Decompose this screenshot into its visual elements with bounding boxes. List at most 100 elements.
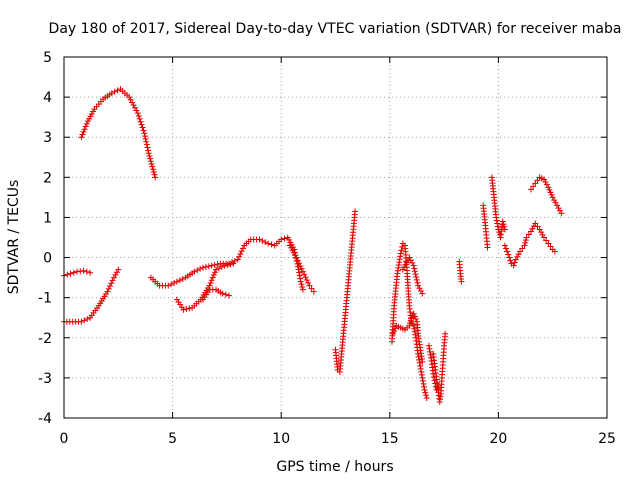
data-point xyxy=(87,269,94,276)
series-arc-a xyxy=(78,86,159,181)
data-point xyxy=(296,260,303,267)
data-point xyxy=(411,265,418,272)
data-point xyxy=(412,316,419,323)
grid xyxy=(64,57,607,418)
data-point xyxy=(514,253,521,260)
data-point xyxy=(501,242,508,249)
data-point xyxy=(435,382,442,389)
data-point xyxy=(197,265,204,272)
data-point xyxy=(430,370,437,377)
y-tick-label: 3 xyxy=(43,130,52,146)
data-point xyxy=(418,368,425,375)
series-arc-r xyxy=(527,174,565,217)
data-point xyxy=(529,225,536,232)
data-point xyxy=(303,277,310,284)
data-point xyxy=(421,383,428,390)
data-point xyxy=(505,251,512,258)
data-point xyxy=(78,318,85,325)
data-point xyxy=(296,269,303,276)
data-point xyxy=(129,99,136,106)
data-point xyxy=(352,208,359,215)
data-point xyxy=(219,290,226,297)
data-point xyxy=(416,359,423,366)
data-point xyxy=(259,237,266,244)
series-arc-k xyxy=(399,254,426,297)
series-arc-p xyxy=(488,174,508,241)
data-point xyxy=(239,245,246,252)
data-point xyxy=(545,184,552,191)
data-point xyxy=(64,271,71,278)
data-point xyxy=(534,177,541,184)
series-arc-e xyxy=(173,260,237,313)
data-point xyxy=(409,259,416,266)
data-point xyxy=(147,158,154,165)
data-point xyxy=(226,292,233,299)
data-point xyxy=(295,266,302,273)
data-point xyxy=(419,290,426,297)
data-point xyxy=(493,217,500,224)
data-point xyxy=(141,133,148,140)
data-point xyxy=(430,374,437,381)
series-arc-m xyxy=(425,342,442,393)
data-point xyxy=(67,270,74,277)
data-point xyxy=(81,317,88,324)
data-point xyxy=(413,276,420,283)
data-point xyxy=(208,277,215,284)
data-point xyxy=(115,266,122,273)
data-point xyxy=(238,248,245,255)
data-point xyxy=(411,328,418,335)
data-point xyxy=(415,282,422,289)
data-point xyxy=(78,134,85,141)
data-point xyxy=(150,166,157,173)
data-point xyxy=(134,110,141,117)
data-point xyxy=(297,278,304,285)
data-point xyxy=(530,183,537,190)
y-tick-label: 2 xyxy=(43,170,52,186)
data-point xyxy=(141,130,148,137)
ticks: 0 5 10 15 20 25 -4 -3 -2 -1 0 1 2 3 4 5 xyxy=(38,50,616,447)
data-point xyxy=(504,248,511,255)
series-arc-h xyxy=(332,208,359,375)
data-point xyxy=(522,239,529,246)
y-tick-label: -2 xyxy=(38,331,52,347)
data-point xyxy=(227,261,234,268)
data-point xyxy=(414,279,421,286)
data-point xyxy=(547,189,554,196)
data-point xyxy=(397,250,404,257)
data-point xyxy=(406,322,413,329)
data-point xyxy=(297,262,304,269)
data-point xyxy=(165,282,172,289)
data-point xyxy=(546,186,553,193)
data-point xyxy=(501,226,508,233)
data-point xyxy=(426,345,433,352)
data-point xyxy=(208,262,215,269)
data-point xyxy=(416,285,423,292)
data-point xyxy=(421,386,428,393)
data-point xyxy=(510,262,517,269)
data-point xyxy=(213,266,220,273)
data-point xyxy=(126,94,133,101)
data-point xyxy=(411,268,418,275)
series-arc-d xyxy=(147,234,306,293)
data-point xyxy=(231,257,238,264)
data-point xyxy=(211,269,218,276)
data-point xyxy=(512,256,519,263)
data-point xyxy=(144,144,151,151)
data-point xyxy=(105,285,112,292)
data-point xyxy=(552,199,559,206)
data-point xyxy=(139,124,146,131)
data-point xyxy=(109,277,116,284)
series-arc-g xyxy=(286,242,317,295)
data-point xyxy=(293,254,300,261)
data-point xyxy=(413,274,420,281)
data-point xyxy=(215,265,222,272)
data-point xyxy=(183,306,190,313)
data-point xyxy=(548,191,555,198)
data-point xyxy=(525,231,532,238)
data-point xyxy=(420,380,427,387)
data-point xyxy=(152,174,159,181)
x-tick-label: 25 xyxy=(598,431,616,447)
data-point xyxy=(310,288,317,295)
data-point xyxy=(545,240,552,247)
data-point xyxy=(407,317,414,324)
